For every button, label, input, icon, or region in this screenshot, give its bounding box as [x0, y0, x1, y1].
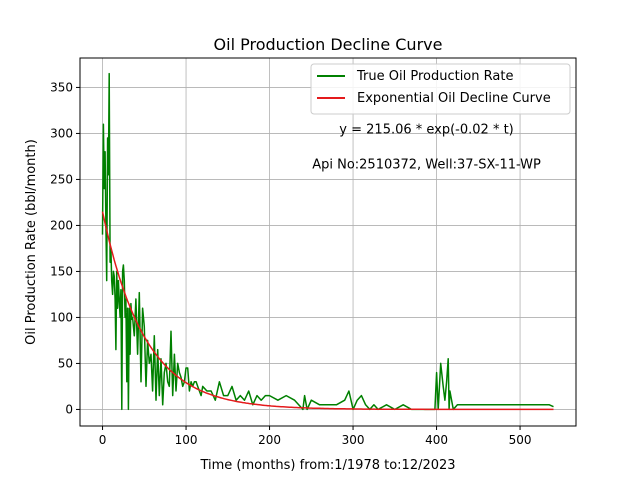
- x-tick-label: 100: [175, 433, 198, 447]
- series-line-exponential-oil-decline-curve: [101, 211, 554, 411]
- annotations: y = 215.06 * exp(-0.02 * t) Api No:25103…: [312, 122, 541, 172]
- legend-label-exponential-curve: Exponential Oil Decline Curve: [357, 91, 551, 106]
- y-tick-label: 150: [50, 264, 73, 278]
- well-info-annotation: Api No:2510372, Well:37-SX-11-WP: [312, 157, 541, 172]
- x-axis-ticks: 0 100 200 300 400 500: [99, 426, 532, 447]
- y-tick-label: 300: [50, 126, 73, 140]
- x-axis-label: Time (months) from:1/1978 to:12/2023: [199, 458, 455, 473]
- legend-box: [310, 63, 571, 115]
- x-tick-label: 0: [99, 433, 107, 447]
- y-tick-label: 250: [50, 172, 73, 186]
- x-tick-label: 300: [342, 433, 365, 447]
- x-tick-label: 500: [509, 433, 532, 447]
- y-tick-label: 50: [58, 356, 73, 370]
- data-series: [101, 72, 554, 411]
- y-tick-label: 200: [50, 218, 73, 232]
- y-tick-label: 100: [50, 310, 73, 324]
- x-tick-label: 200: [258, 433, 281, 447]
- y-axis-label: Oil Production Rate (bbl/month): [24, 139, 39, 345]
- legend-label-true-rate: True Oil Production Rate: [356, 69, 513, 84]
- chart-title: Oil Production Decline Curve: [214, 35, 443, 54]
- y-tick-label: 350: [50, 80, 73, 94]
- legend: True Oil Production Rate Exponential Oil…: [310, 63, 571, 115]
- x-tick-label: 400: [425, 433, 448, 447]
- plot-frame: [79, 57, 577, 427]
- y-tick-label: 0: [65, 402, 73, 416]
- equation-annotation: y = 215.06 * exp(-0.02 * t): [339, 122, 513, 137]
- y-axis-ticks: 0 50 100 150 200 250 300 350: [50, 80, 80, 416]
